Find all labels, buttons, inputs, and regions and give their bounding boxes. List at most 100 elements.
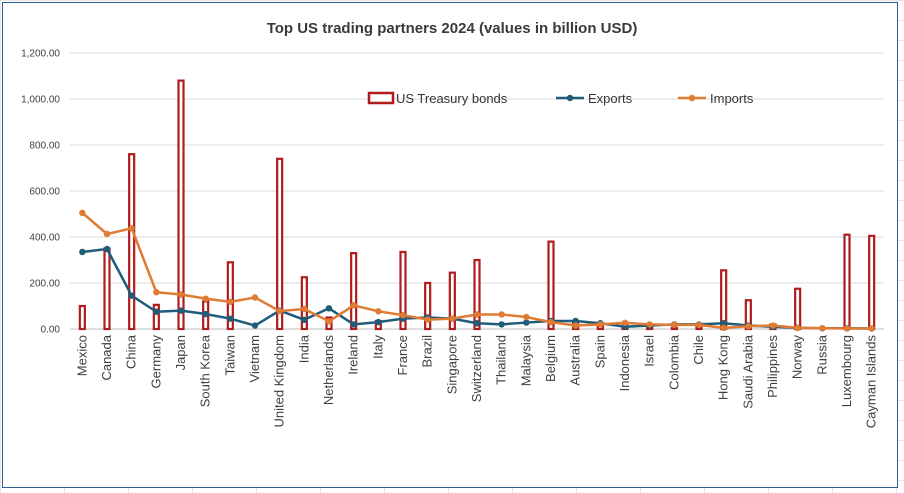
point-exports — [473, 320, 481, 327]
bar-treasury-bonds — [152, 303, 160, 331]
x-category-label: Cayman Islands — [864, 335, 879, 429]
x-category-label: Brazil — [420, 335, 435, 368]
point-exports — [177, 307, 185, 314]
legend-label-imports: Imports — [710, 91, 754, 106]
x-category-label: Chile — [691, 335, 706, 365]
point-exports — [153, 308, 160, 315]
point-exports — [375, 318, 382, 326]
x-category-label: Singapore — [444, 335, 459, 394]
x-category-label: South Korea — [198, 334, 213, 407]
point-imports — [128, 225, 135, 232]
point-exports — [128, 292, 135, 299]
bar-treasury-bonds — [226, 261, 234, 331]
point-exports — [498, 321, 505, 328]
point-exports — [572, 317, 579, 325]
x-category-label: Vietnam — [247, 335, 262, 382]
x-category-label: Taiwan — [222, 335, 237, 375]
x-category-label: Thailand — [494, 335, 509, 385]
point-exports — [350, 321, 357, 328]
point-imports — [251, 294, 259, 301]
y-tick-label: 600.00 — [29, 187, 60, 198]
point-imports — [79, 209, 86, 217]
bar-treasury-bonds — [424, 281, 432, 331]
legend-swatch-bonds — [367, 91, 395, 105]
point-exports — [103, 245, 111, 253]
point-imports — [202, 295, 209, 302]
legend-swatch-exports-marker — [566, 94, 574, 102]
point-imports — [424, 316, 431, 323]
point-exports — [79, 248, 86, 256]
point-imports — [153, 289, 160, 296]
point-exports — [202, 310, 209, 318]
point-exports — [720, 320, 727, 327]
point-imports — [695, 321, 703, 329]
x-category-label: Russia — [814, 334, 829, 375]
point-imports — [473, 311, 481, 318]
bar-treasury-bonds — [399, 250, 407, 331]
x-category-label: Hong Kong — [716, 335, 731, 400]
bar-treasury-bonds — [177, 79, 185, 331]
bar-treasury-bonds — [448, 271, 456, 331]
bar-treasury-bonds — [350, 252, 358, 331]
x-category-label: Italy — [370, 335, 385, 359]
x-category-label: United Kingdom — [272, 335, 287, 428]
bar-treasury-bonds — [868, 234, 876, 331]
point-imports — [350, 302, 357, 309]
x-category-label: China — [124, 334, 139, 369]
x-category-label: India — [296, 334, 311, 363]
point-imports — [868, 325, 875, 332]
point-imports — [375, 308, 382, 315]
point-imports — [646, 321, 653, 328]
point-imports — [819, 325, 826, 332]
point-imports — [671, 321, 678, 329]
x-category-label: Japan — [173, 335, 188, 370]
y-tick-label: 800.00 — [29, 141, 60, 152]
point-imports — [227, 298, 234, 306]
x-category-label: Mexico — [74, 335, 89, 376]
point-imports — [794, 324, 801, 332]
y-tick-label: 400.00 — [29, 233, 60, 244]
bar-treasury-bonds — [547, 240, 555, 331]
point-imports — [276, 307, 283, 315]
bar-treasury-bonds — [276, 157, 284, 331]
point-exports — [523, 319, 530, 326]
legend-swatch-imports-marker — [688, 94, 696, 102]
x-category-label: Colombia — [666, 334, 681, 390]
x-category-label: Australia — [568, 334, 583, 385]
bar-treasury-bonds — [843, 233, 851, 331]
x-category-label: Belgium — [543, 335, 558, 382]
point-exports — [325, 305, 333, 312]
point-exports — [301, 316, 308, 323]
point-imports — [621, 319, 629, 326]
point-imports — [399, 312, 407, 319]
point-imports — [745, 323, 752, 330]
point-imports — [301, 305, 308, 313]
point-exports — [227, 315, 234, 322]
chart-area[interactable] — [2, 2, 898, 488]
x-category-label: Malaysia — [518, 334, 533, 386]
point-imports — [523, 313, 530, 321]
x-category-label: Spain — [592, 335, 607, 368]
point-imports — [325, 318, 333, 325]
bar-treasury-bonds — [473, 258, 481, 331]
y-tick-label: 200.00 — [29, 279, 60, 290]
point-exports — [251, 322, 259, 329]
point-imports — [103, 230, 111, 238]
legend: US Treasury bonds Exports Imports — [367, 91, 754, 106]
point-imports — [498, 311, 505, 318]
point-imports — [769, 322, 777, 329]
bar-treasury-bonds — [128, 153, 136, 331]
x-category-label: Canada — [99, 334, 114, 380]
x-category-label: Saudi Arabia — [740, 334, 755, 408]
bar-treasury-bonds — [300, 276, 308, 331]
point-imports — [597, 321, 604, 328]
x-category-label: Ireland — [346, 335, 361, 375]
x-category-label: France — [395, 335, 410, 375]
legend-label-exports: Exports — [588, 91, 633, 106]
bar-treasury-bonds — [103, 247, 111, 331]
point-imports — [449, 315, 456, 322]
bar-treasury-bonds — [794, 287, 802, 331]
y-tick-label: 1,200.00 — [21, 49, 60, 60]
x-category-label: Switzerland — [469, 335, 484, 402]
